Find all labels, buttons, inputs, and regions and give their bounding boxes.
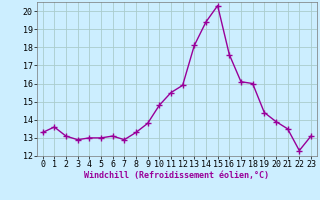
X-axis label: Windchill (Refroidissement éolien,°C): Windchill (Refroidissement éolien,°C) xyxy=(84,171,269,180)
